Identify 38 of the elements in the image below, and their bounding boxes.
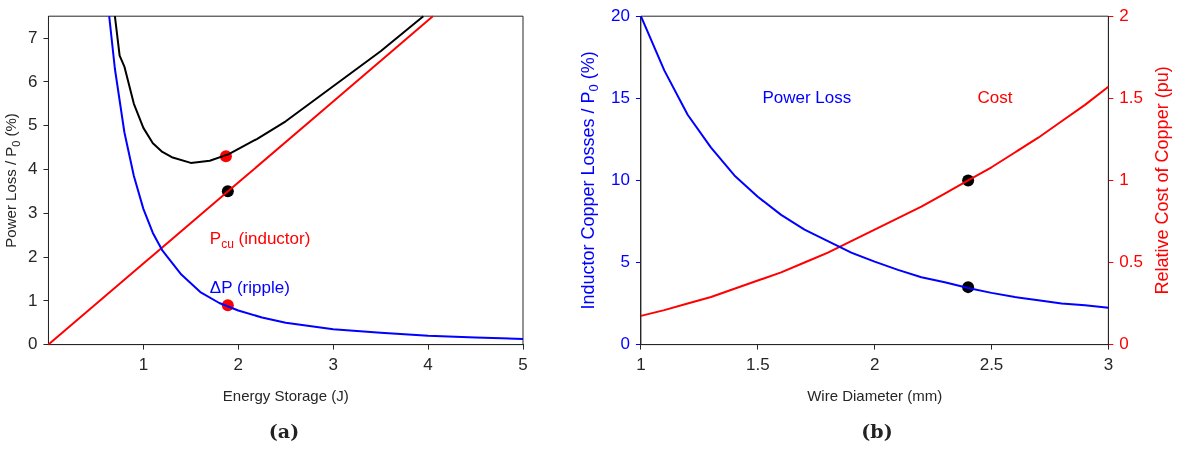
y-tick-label: 20 <box>610 5 630 25</box>
y2-tick-label: 1.5 <box>1119 87 1144 107</box>
y-tick-label: 4 <box>27 159 38 179</box>
x-tick-label: 3 <box>328 355 338 375</box>
x-axis-title: Wire Diameter (mm) <box>807 386 943 404</box>
x-axis-title: Energy Storage (J) <box>222 386 349 404</box>
y-tick-label: 10 <box>610 170 630 190</box>
x-tick-label: 2 <box>233 355 244 375</box>
y2-tick-label: 0.5 <box>1119 252 1144 272</box>
y-tick-label: 2 <box>27 246 38 266</box>
x-tick-label: 1 <box>636 355 646 375</box>
x-tick-label: 3 <box>1103 355 1114 375</box>
y-tick-label: 6 <box>27 71 38 91</box>
y2-axis-title: Relative Cost of Copper (pu) <box>1151 66 1172 295</box>
y-tick-label: 3 <box>27 202 38 222</box>
series-label: ΔP (ripple) <box>209 278 290 298</box>
text: (a) <box>267 420 301 442</box>
x-tick-label: 2 <box>869 355 880 375</box>
x-tick-label: 4 <box>423 355 433 375</box>
y-tick-label: 0 <box>620 334 630 354</box>
y-tick-label: 15 <box>610 87 630 107</box>
y-axis-title: Power Loss / P0 (%) <box>2 113 22 248</box>
x-tick-label: 2.5 <box>979 355 1004 375</box>
text: (b) <box>860 420 894 442</box>
text: Power Loss <box>762 87 852 107</box>
y-tick-label: 0 <box>27 334 38 354</box>
y-tick-label: 7 <box>27 27 38 47</box>
y-tick-label: 1 <box>27 290 38 310</box>
x-tick-label: 5 <box>518 355 528 375</box>
y2-tick-label: 2 <box>1119 5 1129 25</box>
x-tick-label: 1 <box>138 355 149 375</box>
y-axis-title: Inductor Copper Losses / P0 (%) <box>577 51 601 310</box>
x-tick-label: 1.5 <box>745 355 770 375</box>
y2-tick-label: 0 <box>1119 334 1129 354</box>
y-tick-label: 5 <box>27 115 38 135</box>
text: Cost <box>977 87 1013 107</box>
y-tick-label: 5 <box>620 252 630 272</box>
y2-tick-label: 1 <box>1119 170 1129 190</box>
